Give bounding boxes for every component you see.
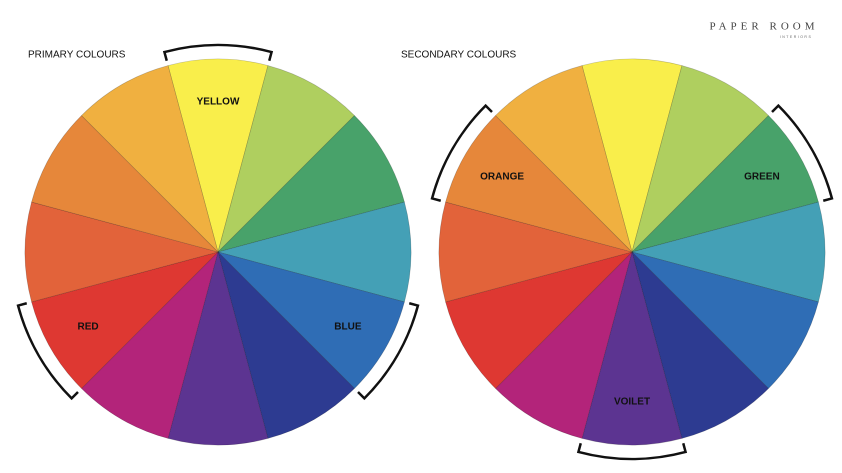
wheel-segment bbox=[495, 65, 633, 254]
wheel-segment bbox=[81, 250, 219, 439]
bracket bbox=[430, 103, 493, 202]
wheel-segment bbox=[167, 58, 269, 254]
wheel-segment bbox=[445, 251, 634, 389]
bracket bbox=[162, 43, 274, 62]
segment-label: YELLOW bbox=[197, 97, 240, 108]
tagline: INTERIORS bbox=[780, 35, 813, 39]
wheel-segment bbox=[31, 251, 220, 389]
segment-label: GREEN bbox=[744, 172, 780, 183]
wheel-segment bbox=[495, 250, 633, 439]
wheel-segment bbox=[438, 201, 634, 303]
wheel-segment bbox=[216, 115, 405, 253]
wheel-segment bbox=[630, 115, 819, 253]
bracket bbox=[771, 103, 834, 202]
wheel-segment bbox=[581, 58, 683, 254]
wheel-title: SECONDARY COLOURS bbox=[401, 50, 517, 61]
segment-label: ORANGE bbox=[480, 172, 524, 183]
wheel-segment bbox=[31, 115, 220, 253]
bracket bbox=[16, 302, 79, 401]
wheel-segment bbox=[631, 250, 769, 439]
wheel-segment bbox=[217, 65, 355, 254]
wheel-segment bbox=[167, 250, 269, 446]
wheel-segment bbox=[630, 201, 826, 303]
segment-label: VOILET bbox=[614, 397, 650, 408]
wheel-segment bbox=[217, 250, 355, 439]
segment-label: RED bbox=[78, 322, 99, 333]
bracket bbox=[357, 302, 420, 401]
wheel-segment bbox=[24, 201, 220, 303]
bracket bbox=[576, 442, 688, 461]
wheel-segment bbox=[445, 115, 634, 253]
wheel-segment bbox=[630, 251, 819, 389]
wheel-segment bbox=[581, 250, 683, 446]
brand: PAPER ROOM bbox=[710, 21, 819, 33]
wheel-segment bbox=[216, 201, 412, 303]
segment-label: BLUE bbox=[334, 322, 362, 333]
wheel-title: PRIMARY COLOURS bbox=[28, 50, 126, 61]
wheel-segment bbox=[631, 65, 769, 254]
wheel-segment bbox=[216, 251, 405, 389]
wheel-segment bbox=[81, 65, 219, 254]
